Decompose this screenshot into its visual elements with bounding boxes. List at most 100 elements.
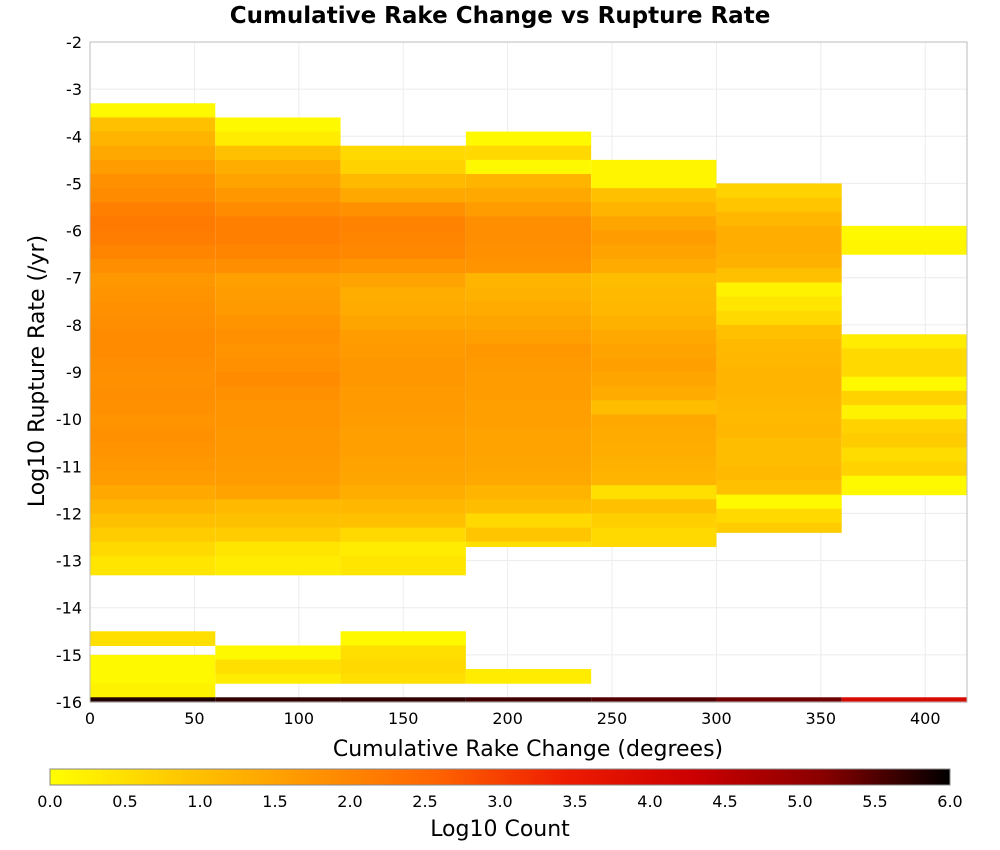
heatmap-cell xyxy=(841,405,967,420)
heatmap-cell xyxy=(465,669,592,684)
heatmap-cell xyxy=(841,433,967,449)
y-tick-label: -10 xyxy=(56,410,82,429)
x-tick-label: 300 xyxy=(701,709,732,728)
heatmap-cell xyxy=(465,159,592,175)
colorbar-tick-label: 0.0 xyxy=(37,792,62,811)
heatmap-cell xyxy=(90,117,216,133)
colorbar-tick-label: 5.5 xyxy=(862,792,887,811)
heatmap-cell xyxy=(716,282,842,298)
x-tick-label: 150 xyxy=(388,709,419,728)
heatmap-cell xyxy=(465,499,592,515)
heatmap-cell xyxy=(90,103,216,119)
heatmap-cell xyxy=(215,258,341,274)
heatmap-cell xyxy=(465,315,592,331)
colorbar-tick-label: 5.0 xyxy=(787,792,812,811)
heatmap-cell xyxy=(841,376,967,392)
heatmap-cell xyxy=(90,428,216,444)
heatmap-cell xyxy=(716,353,842,368)
heatmap-cell xyxy=(215,485,341,500)
heatmap-cell xyxy=(90,442,216,458)
heatmap-cell xyxy=(591,485,717,500)
heatmap-cell xyxy=(465,513,592,529)
heatmap-cell xyxy=(340,273,466,288)
heatmap-cell xyxy=(340,400,466,416)
heatmap-cell xyxy=(90,145,216,161)
heatmap-cell xyxy=(716,211,842,227)
heatmap-cell xyxy=(591,202,717,218)
colorbar-tick-label: 4.5 xyxy=(712,792,737,811)
heatmap-cell xyxy=(716,466,842,482)
heatmap-cell xyxy=(841,461,967,477)
colorbar xyxy=(49,768,951,786)
heatmap-cell xyxy=(340,202,466,218)
heatmap-cell xyxy=(841,697,967,703)
heatmap-cell xyxy=(215,555,341,576)
heatmap-cell xyxy=(215,697,341,703)
heatmap-cell xyxy=(215,659,341,675)
heatmap-cell xyxy=(465,216,592,232)
heatmap-cell xyxy=(716,197,842,213)
y-axis-ticks: -2 -3 -4 -5 -6 -7 -8 -9 -10 -11 -12 -13 -14 -15 -16 xyxy=(56,33,82,712)
heatmap-cells xyxy=(90,103,967,703)
heatmap-cell xyxy=(716,268,842,284)
heatmap-cell xyxy=(591,456,717,472)
y-tick-label: -15 xyxy=(56,646,82,665)
heatmap-cell xyxy=(90,386,216,401)
heatmap-cell xyxy=(716,494,842,510)
colorbar-tick-label: 1.0 xyxy=(187,792,212,811)
heatmap-cell xyxy=(215,244,341,260)
heatmap-cell xyxy=(591,287,717,302)
heatmap-cell xyxy=(215,202,341,218)
heatmap-cell xyxy=(465,541,592,548)
heatmap-cell xyxy=(340,697,466,703)
heatmap-cell xyxy=(90,315,216,331)
heatmap-cell xyxy=(591,273,717,288)
heatmap-cell xyxy=(340,527,466,543)
heatmap-cell xyxy=(90,174,216,189)
heatmap-cell xyxy=(591,513,717,529)
heatmap-cell xyxy=(716,409,842,425)
heatmap-cell xyxy=(90,244,216,260)
heatmap-cell xyxy=(591,697,717,703)
heatmap-cell xyxy=(90,683,216,698)
heatmap-cell xyxy=(215,471,341,486)
heatmap-cell xyxy=(465,471,592,486)
y-tick-label: -6 xyxy=(66,222,82,241)
heatmap-cell xyxy=(591,159,717,175)
y-tick-label: -12 xyxy=(56,504,82,523)
heatmap-cell xyxy=(465,329,592,345)
colorbar-ticks: 0.0 0.5 1.0 1.5 2.0 2.5 3.0 3.5 4.0 4.5 5.0 5.5 6.0 xyxy=(37,792,962,811)
heatmap-cell xyxy=(591,471,717,486)
heatmap-cell xyxy=(591,372,717,387)
heatmap-cell xyxy=(215,673,341,684)
heatmap-cell xyxy=(465,357,592,373)
heatmap-cell xyxy=(90,202,216,218)
heatmap-cell xyxy=(716,395,842,411)
colorbar-tick-label: 3.0 xyxy=(487,792,512,811)
heatmap-cell xyxy=(465,428,592,444)
heatmap-cell xyxy=(340,145,466,161)
heatmap-cell xyxy=(90,541,216,557)
heatmap-cell xyxy=(716,480,842,496)
y-tick-label: -14 xyxy=(56,599,82,618)
heatmap-cell xyxy=(340,258,466,274)
heatmap-cell xyxy=(215,315,341,331)
heatmap-cell xyxy=(716,522,842,533)
heatmap-cell xyxy=(591,315,717,331)
colorbar-tick-label: 3.5 xyxy=(562,792,587,811)
plot-frame xyxy=(89,41,968,703)
heatmap-cell xyxy=(340,357,466,373)
heatmap-cell xyxy=(340,499,466,515)
heatmap-cell xyxy=(716,438,842,453)
heatmap-cell xyxy=(465,301,592,317)
heatmap-cell xyxy=(90,329,216,345)
heatmap-cell xyxy=(591,329,717,345)
heatmap-cell xyxy=(340,159,466,175)
heatmap-cell xyxy=(215,645,341,661)
heatmap-cell xyxy=(465,230,592,246)
heatmap-cell xyxy=(591,442,717,458)
heatmap-cell xyxy=(340,414,466,430)
heatmap-cell xyxy=(465,414,592,430)
heatmap-cell xyxy=(90,471,216,486)
